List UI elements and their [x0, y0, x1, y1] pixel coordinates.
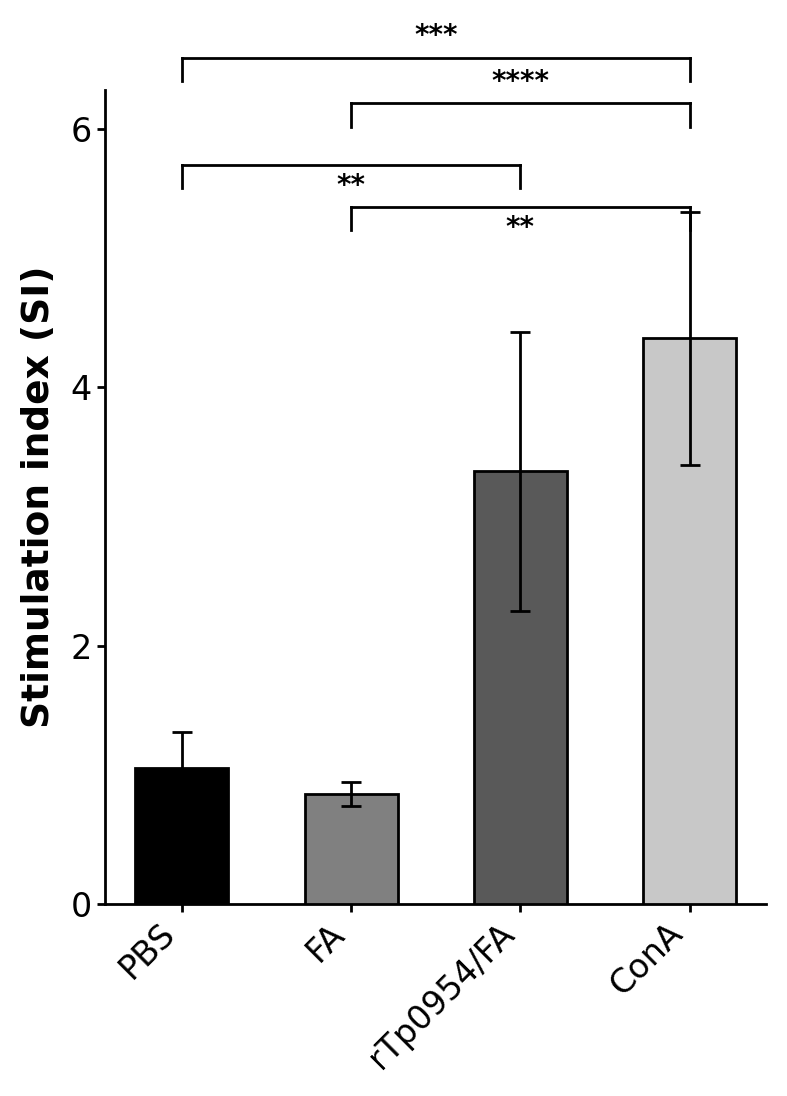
Bar [135, 768, 228, 904]
Bar [305, 795, 397, 904]
Text: **: ** [337, 172, 366, 201]
Y-axis label: Stimulation index (SI): Stimulation index (SI) [20, 266, 57, 729]
Bar [643, 339, 736, 904]
Text: ****: **** [491, 68, 549, 95]
Bar [474, 471, 567, 904]
Text: **: ** [506, 214, 535, 241]
Text: ***: *** [414, 22, 457, 50]
